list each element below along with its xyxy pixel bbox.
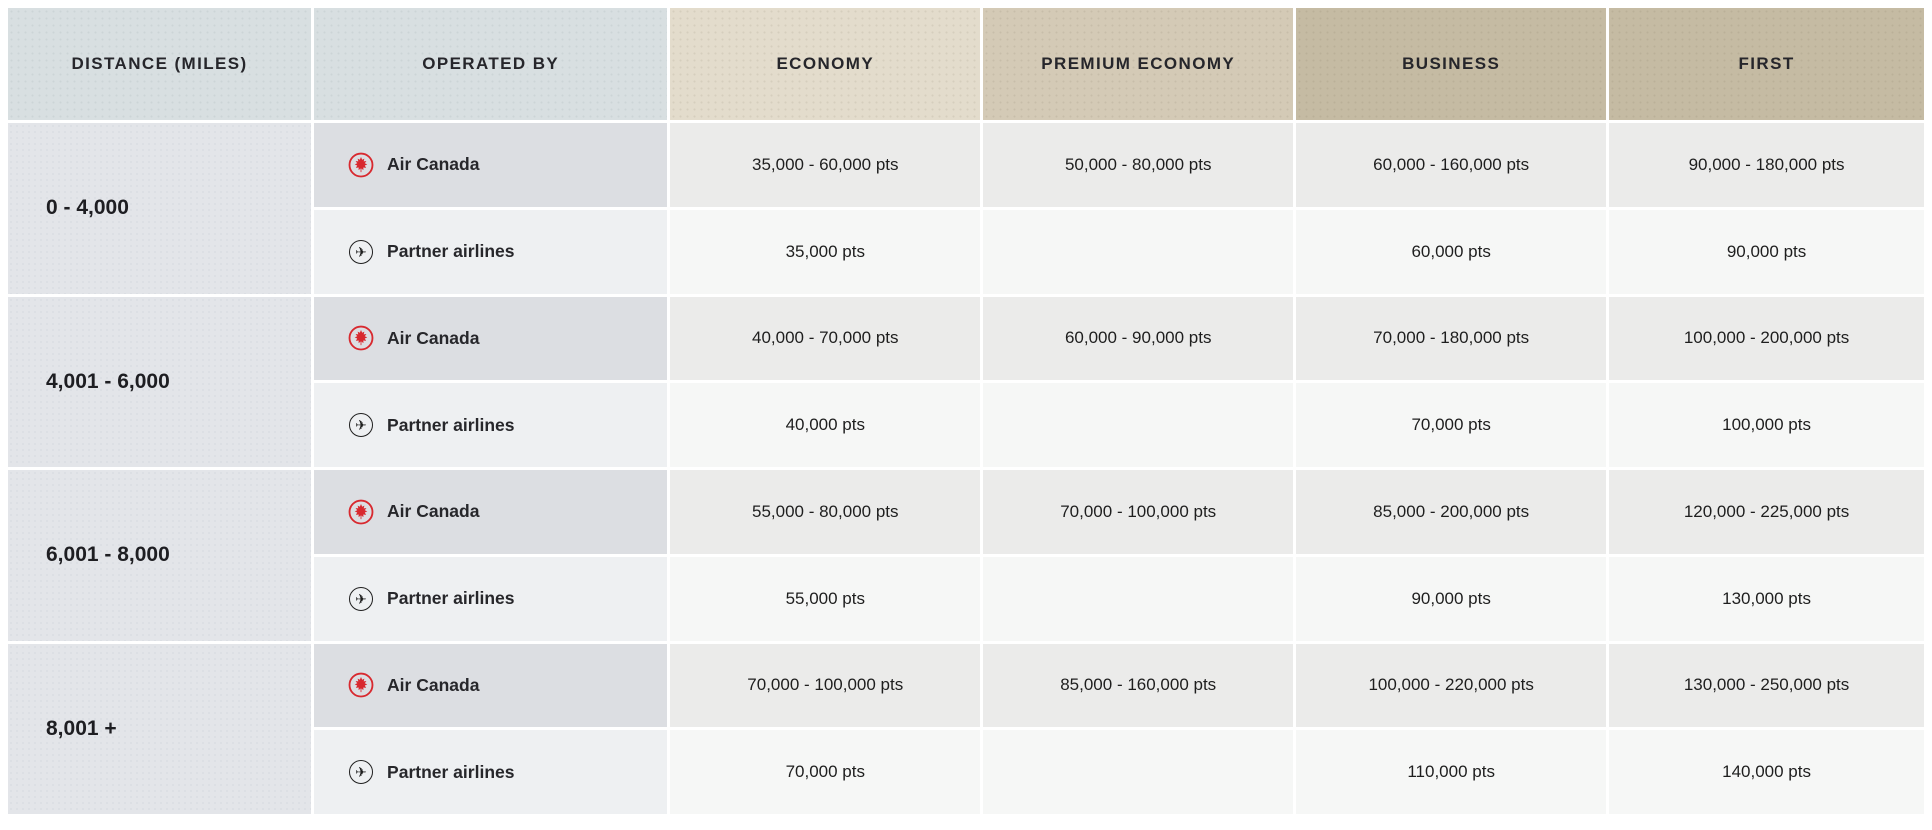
operator-label: Partner airlines (387, 241, 515, 262)
column-header-first: FIRST (1609, 8, 1924, 120)
partner-airplane-icon: ✈ (348, 412, 374, 438)
premium-economy-value (983, 556, 1294, 641)
economy-value: 55,000 - 80,000 pts (670, 470, 981, 554)
first-value: 100,000 pts (1609, 383, 1924, 467)
distance-cell: 4,001 - 6,000 (8, 296, 312, 467)
award-chart-table: DISTANCE (MILES) OPERATED BY ECONOMY PRE… (8, 8, 1924, 814)
business-value: 110,000 pts (1296, 730, 1607, 814)
premium-economy-value (983, 383, 1294, 467)
partner-airplane-icon: ✈ (348, 759, 374, 785)
premium-economy-value: 50,000 - 80,000 pts (983, 123, 1294, 207)
business-value: 70,000 pts (1296, 383, 1607, 467)
operator-label: Air Canada (387, 674, 480, 695)
first-value: 130,000 pts (1609, 556, 1924, 641)
distance-cell: 8,001 + (8, 643, 312, 814)
economy-value: 70,000 - 100,000 pts (670, 643, 981, 728)
business-value: 70,000 - 180,000 pts (1296, 296, 1607, 381)
operator-label: Partner airlines (387, 414, 515, 435)
first-value: 130,000 - 250,000 pts (1609, 643, 1924, 728)
air-canada-maple-leaf-icon (348, 152, 374, 178)
column-header-operated-by: OPERATED BY (314, 8, 668, 120)
partner-airplane-icon: ✈ (348, 239, 374, 265)
economy-value: 70,000 pts (670, 730, 981, 814)
first-value: 140,000 pts (1609, 730, 1924, 814)
premium-economy-value (983, 209, 1294, 294)
operator-cell-air-canada: Air Canada (314, 643, 668, 728)
first-value: 100,000 - 200,000 pts (1609, 296, 1924, 381)
column-header-premium-economy: PREMIUM ECONOMY (983, 8, 1294, 120)
economy-value: 35,000 - 60,000 pts (670, 123, 981, 207)
economy-value: 35,000 pts (670, 209, 981, 294)
operator-cell-partner-airlines: ✈ Partner airlines (314, 209, 668, 294)
premium-economy-value (983, 730, 1294, 814)
business-value: 60,000 pts (1296, 209, 1607, 294)
distance-cell: 0 - 4,000 (8, 123, 312, 294)
column-header-business: BUSINESS (1296, 8, 1607, 120)
air-canada-maple-leaf-icon (348, 672, 374, 698)
first-value: 120,000 - 225,000 pts (1609, 470, 1924, 554)
operator-cell-air-canada: Air Canada (314, 123, 668, 207)
business-value: 85,000 - 200,000 pts (1296, 470, 1607, 554)
distance-cell: 6,001 - 8,000 (8, 470, 312, 641)
business-value: 60,000 - 160,000 pts (1296, 123, 1607, 207)
operator-cell-air-canada: Air Canada (314, 470, 668, 554)
economy-value: 40,000 - 70,000 pts (670, 296, 981, 381)
operator-label: Partner airlines (387, 588, 515, 609)
premium-economy-value: 85,000 - 160,000 pts (983, 643, 1294, 728)
operator-label: Air Canada (387, 501, 480, 522)
operator-cell-air-canada: Air Canada (314, 296, 668, 381)
premium-economy-value: 60,000 - 90,000 pts (983, 296, 1294, 381)
operator-label: Air Canada (387, 154, 480, 175)
business-value: 90,000 pts (1296, 556, 1607, 641)
business-value: 100,000 - 220,000 pts (1296, 643, 1607, 728)
operator-label: Partner airlines (387, 761, 515, 782)
premium-economy-value: 70,000 - 100,000 pts (983, 470, 1294, 554)
column-header-economy: ECONOMY (670, 8, 981, 120)
economy-value: 40,000 pts (670, 383, 981, 467)
operator-cell-partner-airlines: ✈ Partner airlines (314, 730, 668, 814)
first-value: 90,000 pts (1609, 209, 1924, 294)
column-header-distance: DISTANCE (MILES) (8, 8, 312, 120)
partner-airplane-icon: ✈ (348, 586, 374, 612)
air-canada-maple-leaf-icon (348, 499, 374, 525)
air-canada-maple-leaf-icon (348, 325, 374, 351)
operator-cell-partner-airlines: ✈ Partner airlines (314, 383, 668, 467)
economy-value: 55,000 pts (670, 556, 981, 641)
operator-label: Air Canada (387, 327, 480, 348)
operator-cell-partner-airlines: ✈ Partner airlines (314, 556, 668, 641)
first-value: 90,000 - 180,000 pts (1609, 123, 1924, 207)
